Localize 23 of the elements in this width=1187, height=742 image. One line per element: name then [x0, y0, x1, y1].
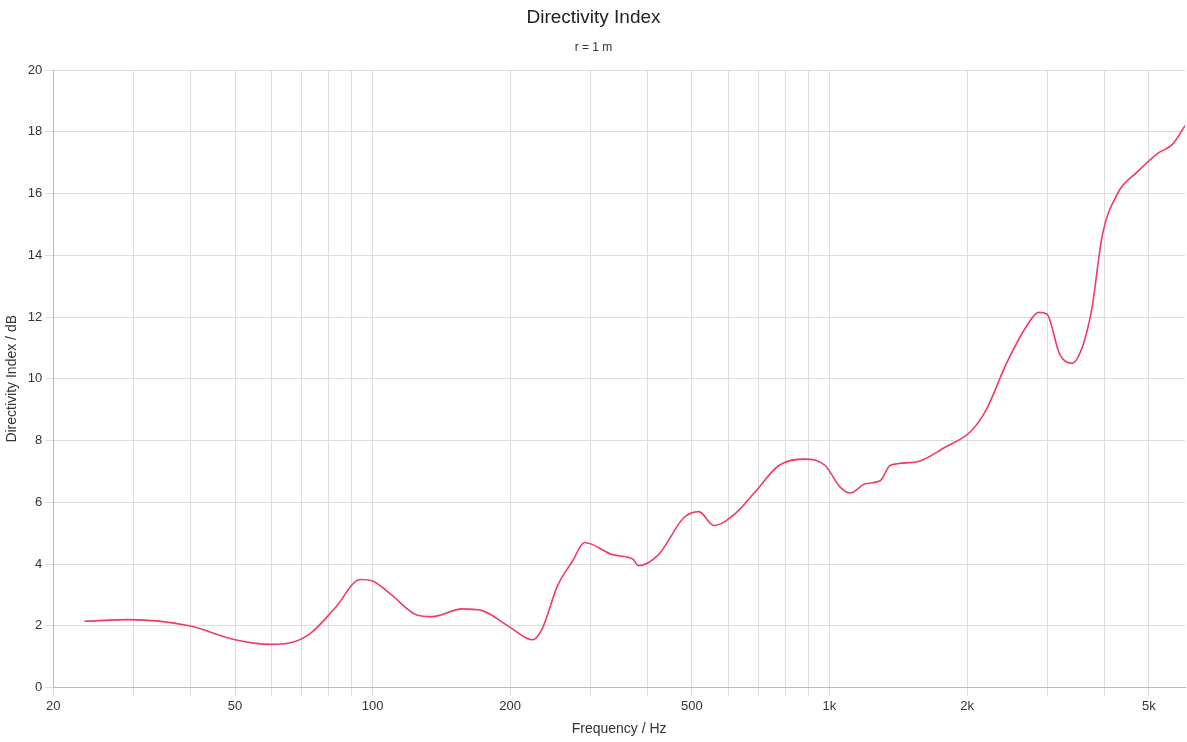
y-tick-label: 16 — [27, 185, 43, 201]
y-axis-title: Directivity Index / dB — [3, 315, 20, 443]
y-tick-label: 4 — [35, 555, 43, 571]
chart-subtitle: r = 1 m — [573, 40, 614, 54]
y-tick-label: 14 — [27, 246, 43, 262]
x-tick-label: 20 — [46, 697, 61, 713]
chart-title: Directivity Index — [525, 6, 662, 28]
x-axis-title: Frequency / Hz — [571, 720, 667, 737]
y-tick-label: 2 — [35, 617, 43, 633]
y-tick-label: 10 — [27, 370, 43, 386]
x-tick-label: 50 — [227, 697, 243, 713]
y-tick-label: 20 — [27, 61, 43, 77]
x-tick-label: 1k — [822, 697, 837, 713]
x-tick-label: 100 — [361, 697, 384, 713]
x-tick-label: 500 — [681, 697, 703, 713]
x-tick-label: 2k — [960, 697, 975, 713]
y-tick-label: 18 — [27, 123, 43, 139]
x-tick-label: 200 — [499, 697, 521, 713]
y-tick-label: 12 — [27, 308, 43, 324]
x-tick-label: 5k — [1141, 697, 1157, 713]
y-tick-label: 6 — [35, 493, 43, 509]
y-tick-label: 8 — [35, 432, 43, 448]
y-tick-label: 0 — [35, 679, 43, 695]
